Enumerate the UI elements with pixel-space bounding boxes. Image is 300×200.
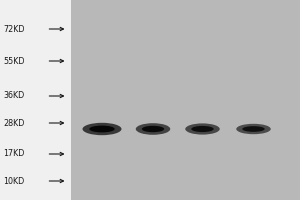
Ellipse shape [142,126,164,132]
Text: 17KD: 17KD [3,150,24,158]
Ellipse shape [136,123,170,135]
Text: 10KD: 10KD [3,176,24,186]
Text: 72KD: 72KD [3,24,25,33]
Ellipse shape [242,126,265,132]
Ellipse shape [236,124,271,134]
Bar [0,0,70,200]
Bar [70,0,300,200]
Ellipse shape [185,123,220,135]
Ellipse shape [89,126,115,132]
Text: 55KD: 55KD [3,56,25,66]
Ellipse shape [82,123,122,135]
Ellipse shape [191,126,214,132]
Text: 28KD: 28KD [3,118,24,128]
Text: 36KD: 36KD [3,92,24,100]
